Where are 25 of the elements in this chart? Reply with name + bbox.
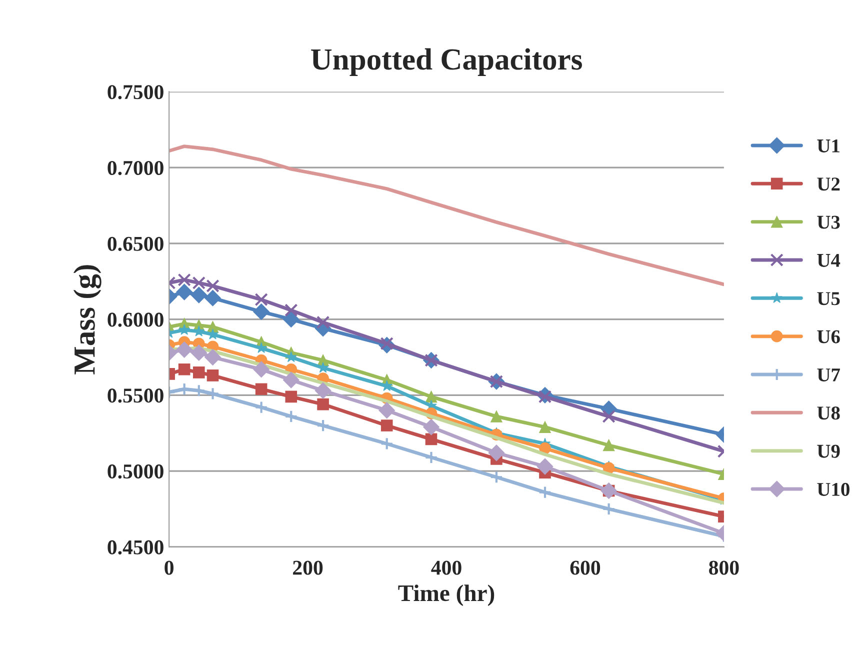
y-tick-label: 0.6500 [108,236,164,251]
y-axis-title: Mass (g) [73,265,102,374]
x-tick-label: 400 [431,560,462,575]
y-tick-label: 0.6000 [108,312,164,327]
x-axis-title: Time (hr) [398,584,494,606]
legend-label: U5 [817,292,840,306]
legend-label: U2 [817,178,840,191]
x-tick-label: 0 [164,560,174,575]
x-tick-label: 800 [709,560,739,575]
legend-label: U10 [817,482,850,496]
legend-label: U1 [817,139,840,152]
chart-title: Unpotted Capacitors [311,48,582,76]
y-tick-label: 0.7000 [108,160,164,176]
legend-label: U3 [817,216,840,229]
y-tick-label: 0.4500 [108,540,164,554]
y-tick-label: 0.5000 [108,464,164,479]
y-tick-label: 0.5500 [108,388,164,403]
legend-label: U9 [817,444,840,458]
x-tick-label: 600 [570,560,600,575]
legend-label: U8 [817,406,840,420]
legend-label: U4 [817,254,840,267]
legend-label: U6 [817,330,840,344]
y-tick-label: 0.7500 [108,85,164,100]
x-tick-label: 200 [293,560,323,575]
legend-label: U7 [817,368,840,382]
